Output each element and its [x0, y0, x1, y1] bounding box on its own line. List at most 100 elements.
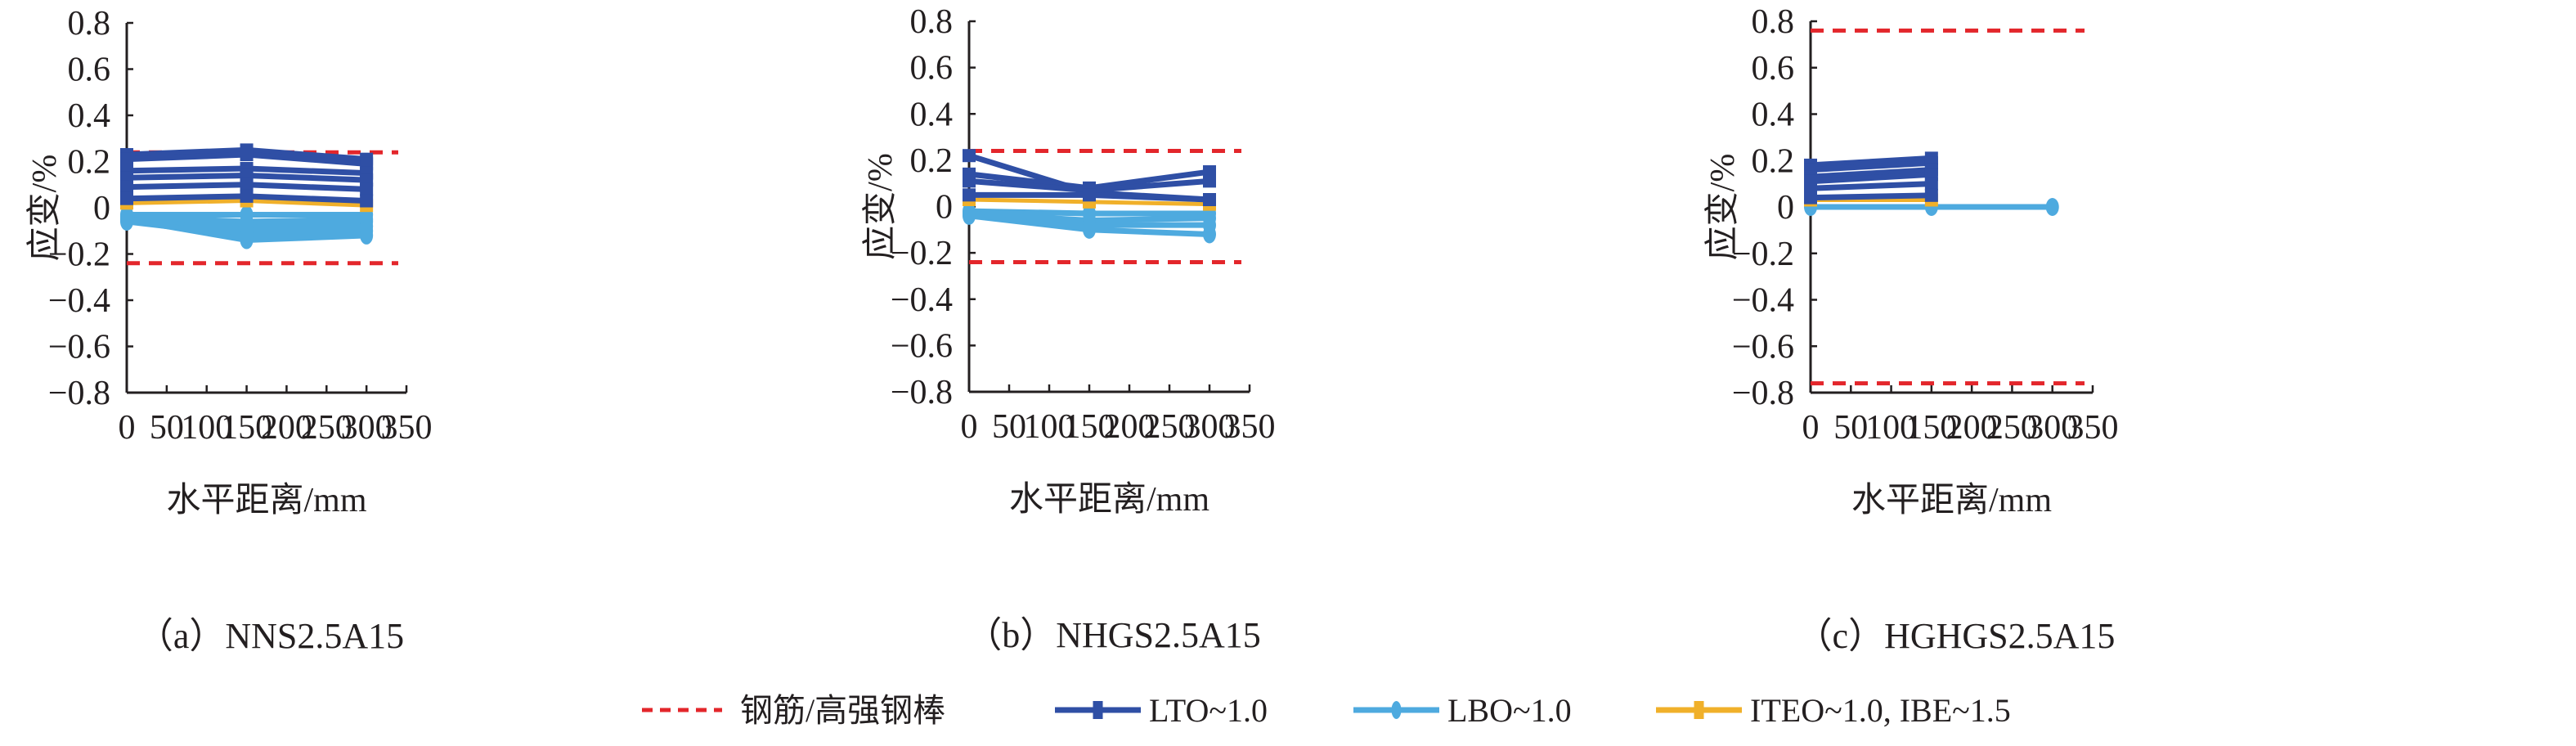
y-tick-label: 0.4: [910, 96, 954, 133]
x-tick-label: 50: [150, 409, 184, 447]
data-point-LTO: [963, 149, 976, 163]
y-axis-label: 应变/%: [861, 153, 900, 260]
legend: 钢筋/高强钢棒 LTO~1.0 LBO~1.0 ITEO~1.0, IBE~1.5: [642, 692, 2011, 729]
x-tick-label: 350: [2067, 409, 2119, 447]
y-tick-label: 0.4: [68, 97, 111, 135]
legend-label: LBO~1.0: [1447, 692, 1572, 729]
y-tick-label: −0.2: [1732, 236, 1794, 273]
y-tick-label: 0.2: [910, 142, 954, 180]
y-tick-label: −0.4: [48, 282, 110, 320]
legend-square-marker-icon: [1694, 701, 1704, 719]
x-tick-label: 250: [1986, 409, 2038, 447]
legend-label: LTO~1.0: [1149, 692, 1268, 729]
data-point-LTO: [963, 188, 976, 202]
data-point-LBO: [240, 231, 254, 249]
y-tick-label: −0.8: [891, 374, 953, 411]
y-tick-label: −0.2: [891, 235, 953, 272]
x-tick-label: 200: [1946, 409, 1998, 447]
y-tick-label: −0.6: [48, 329, 110, 366]
data-point-LTO: [120, 180, 133, 194]
y-tick-label: 0.6: [68, 52, 111, 89]
x-tick-label: 100: [1024, 408, 1075, 446]
x-tick-label: 350: [381, 409, 433, 447]
data-point-LTO: [1924, 188, 1938, 202]
y-tick-label: −0.8: [48, 375, 110, 412]
y-tick-label: 0.8: [1752, 3, 1795, 41]
legend-item-LBO: LBO~1.0: [1353, 692, 1572, 729]
y-tick-label: −0.2: [48, 236, 110, 274]
data-point-LTO: [963, 174, 976, 188]
series-line-LTO: [1810, 155, 1932, 169]
x-tick-label: 150: [1064, 408, 1115, 446]
data-point-LBO: [2045, 198, 2059, 216]
chart-caption: （a）NNS2.5A15: [137, 616, 404, 656]
data-point-LBO: [120, 210, 133, 229]
data-point-LBO: [963, 206, 976, 225]
chart-caption: （b）NHGS2.5A15: [966, 615, 1261, 655]
x-tick-label: 350: [1224, 408, 1276, 446]
series-line-LTO: [1810, 171, 1932, 185]
legend-label: 钢筋/高强钢棒: [740, 692, 945, 729]
y-tick-label: 0.8: [910, 3, 954, 41]
y-tick-label: −0.6: [1732, 328, 1794, 366]
x-axis-label: 水平距离/mm: [1851, 481, 2052, 519]
chart-caption: （c）HGHGS2.5A15: [1797, 616, 2116, 656]
series-line-LTO: [1810, 192, 1932, 201]
legend-label: ITEO~1.0, IBE~1.5: [1750, 692, 2011, 729]
y-tick-label: 0.6: [910, 50, 954, 88]
data-point-LTO: [240, 178, 254, 191]
data-point-LTO: [240, 189, 254, 203]
x-tick-label: 200: [261, 409, 312, 447]
data-point-LTO: [120, 152, 133, 166]
y-tick-label: 0.2: [1752, 142, 1795, 180]
x-tick-label: 100: [1865, 409, 1917, 447]
y-axis-label: 应变/%: [1703, 154, 1742, 261]
x-tick-label: 250: [301, 409, 352, 447]
chart-panel-a: 0.80.60.40.20−0.2−0.4−0.6−0.80 5010015020…: [25, 5, 433, 656]
x-tick-label: 300: [341, 409, 393, 447]
y-tick-label: −0.6: [891, 327, 953, 365]
legend-item-LTO: LTO~1.0: [1055, 692, 1268, 729]
x-tick-label: 0: [119, 409, 136, 447]
y-tick-label: 0.2: [68, 144, 111, 182]
x-tick-label: 150: [221, 409, 272, 447]
y-tick-label: −0.4: [1732, 282, 1794, 320]
x-tick-label: 50: [1833, 409, 1868, 447]
y-tick-label: 0: [1777, 189, 1794, 227]
x-tick-label: 200: [1104, 408, 1156, 446]
y-tick-label: 0.8: [68, 5, 111, 43]
y-tick-label: −0.8: [1732, 375, 1794, 412]
data-point-LTO: [240, 148, 254, 162]
legend-item-ITEO: ITEO~1.0, IBE~1.5: [1656, 692, 2011, 729]
y-tick-label: −0.4: [891, 281, 953, 319]
data-point-LTO: [1804, 191, 1817, 204]
y-tick-label: 0: [93, 190, 110, 227]
x-axis-label: 水平距离/mm: [1009, 480, 1209, 519]
chart-panel-c: 0.80.60.40.20−0.2−0.4−0.6−0.80 5010015020…: [1703, 3, 2119, 656]
x-axis-label: 水平距离/mm: [166, 481, 366, 519]
x-tick-label: 50: [992, 408, 1026, 446]
x-tick-label: 100: [181, 409, 232, 447]
data-point-LBO: [1203, 225, 1216, 244]
y-tick-label: 0.4: [1752, 97, 1795, 134]
x-tick-label: 250: [1144, 408, 1196, 446]
x-tick-label: 300: [1184, 408, 1236, 446]
series-line-LTO: [1810, 181, 1932, 191]
y-tick-label: 0.6: [1752, 50, 1795, 88]
data-point-LTO: [360, 182, 374, 196]
legend-circle-marker-icon: [1391, 701, 1402, 719]
data-point-LTO: [360, 194, 374, 208]
data-point-LTO: [120, 191, 133, 205]
legend-square-marker-icon: [1093, 701, 1103, 719]
x-tick-label: 300: [2026, 409, 2078, 447]
legend-item-limit: 钢筋/高强钢棒: [642, 692, 945, 729]
series-line-LTO: [1810, 160, 1932, 173]
x-tick-label: 0: [961, 408, 978, 446]
series-line-LTO: [1810, 167, 1932, 180]
x-tick-label: 150: [1905, 409, 1957, 447]
y-axis-label: 应变/%: [25, 155, 64, 262]
data-point-LTO: [1083, 188, 1096, 202]
data-point-LTO: [1924, 177, 1938, 191]
data-point-LTO: [1203, 174, 1216, 188]
